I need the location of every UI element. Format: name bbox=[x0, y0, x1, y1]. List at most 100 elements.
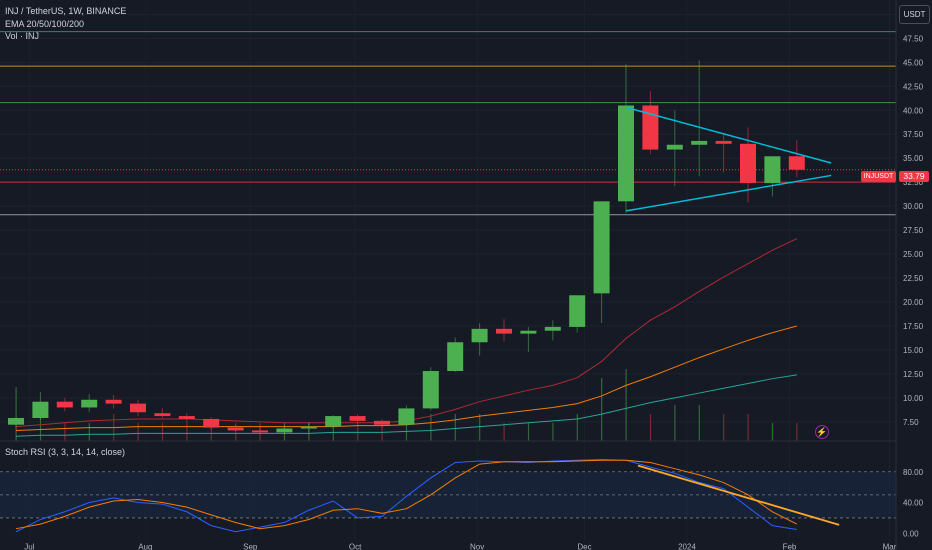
time-tick-label: Sep bbox=[243, 543, 258, 550]
candle-body bbox=[544, 326, 561, 331]
candle-body bbox=[130, 403, 146, 413]
price-tick-label: 40.00 bbox=[903, 106, 924, 115]
rsi-tick-label: 0.00 bbox=[903, 529, 919, 538]
triangle-pattern bbox=[625, 106, 832, 212]
candle-body bbox=[8, 417, 24, 425]
symbol-badge: INJUSDT bbox=[861, 171, 896, 182]
time-tick-label: Aug bbox=[138, 543, 152, 550]
symbol-legend[interactable]: INJ / TetherUS, 1W, BINANCE bbox=[5, 6, 127, 16]
price-tick-label: 12.50 bbox=[903, 370, 924, 379]
price-axis[interactable]: 50.0047.5045.0042.5040.0037.5035.0032.50… bbox=[903, 10, 924, 426]
volume-bar bbox=[88, 423, 90, 441]
candle-body bbox=[325, 416, 342, 427]
rsi-trendline bbox=[637, 464, 840, 526]
stoch-d-line bbox=[15, 459, 798, 530]
ema100-line bbox=[15, 374, 797, 437]
time-tick-label: Mar bbox=[883, 543, 897, 550]
lightning-icon[interactable]: ⚡ bbox=[815, 425, 829, 439]
volume-bar bbox=[552, 423, 554, 441]
candle-body bbox=[154, 413, 171, 417]
candle-body bbox=[398, 408, 415, 425]
rsi-tick-label: 40.00 bbox=[903, 499, 924, 508]
stoch-rsi-legend[interactable]: Stoch RSI (3, 3, 14, 14, close) bbox=[5, 447, 126, 457]
candle-body bbox=[691, 140, 708, 145]
time-axis[interactable]: Jul Aug Sep Oct Nov Dec 2024 Feb Mar bbox=[24, 543, 896, 550]
candle-body bbox=[105, 399, 122, 404]
candle-body bbox=[349, 416, 366, 421]
candle-body bbox=[56, 401, 73, 408]
candles bbox=[8, 60, 805, 435]
last-price-badge: 33.79 bbox=[899, 171, 929, 182]
volume-bar bbox=[210, 423, 212, 441]
volume-bar bbox=[796, 423, 798, 441]
time-tick-label: Dec bbox=[577, 543, 591, 550]
volume-bar bbox=[137, 423, 139, 441]
candle-body bbox=[788, 156, 805, 170]
rsi-tick-label: 80.00 bbox=[903, 468, 924, 477]
candle-body bbox=[32, 401, 49, 418]
triangle-lower-line bbox=[625, 174, 832, 212]
volume-bar bbox=[674, 405, 676, 441]
candle-body bbox=[252, 430, 268, 433]
volume-bar bbox=[723, 414, 725, 441]
stoch-rsi-pane bbox=[0, 458, 896, 533]
volume-bar bbox=[161, 423, 164, 441]
time-tick-label: Nov bbox=[470, 543, 484, 550]
price-tick-label: 45.00 bbox=[903, 58, 924, 67]
volume-bar bbox=[503, 423, 505, 441]
candle-body bbox=[276, 428, 293, 433]
price-tick-label: 32.50 bbox=[903, 178, 924, 187]
triangle-upper-line bbox=[625, 106, 832, 164]
candle-body bbox=[666, 144, 683, 150]
candle-body bbox=[715, 140, 732, 144]
volume-bar bbox=[601, 378, 603, 441]
volume-bar bbox=[527, 423, 530, 441]
volume-bar bbox=[625, 369, 627, 441]
price-tick-label: 15.00 bbox=[903, 346, 924, 355]
time-tick-label: Jul bbox=[24, 543, 34, 550]
volume-bar bbox=[235, 423, 237, 441]
candle-body bbox=[618, 105, 634, 202]
price-tick-label: 25.00 bbox=[903, 250, 924, 259]
volume-bar bbox=[698, 405, 700, 441]
ema-legend[interactable]: EMA 20/50/100/200 bbox=[5, 19, 85, 29]
price-tick-label: 35.00 bbox=[903, 154, 924, 163]
volume-bar bbox=[479, 414, 481, 441]
candle-body bbox=[520, 330, 537, 334]
volume-bar bbox=[405, 423, 408, 441]
candle-body bbox=[569, 295, 586, 327]
candle-body bbox=[740, 143, 756, 184]
candle-body bbox=[81, 399, 98, 408]
time-tick-label: 2024 bbox=[678, 543, 696, 550]
price-tick-label: 30.00 bbox=[903, 202, 924, 211]
candle-body bbox=[471, 328, 488, 343]
time-tick-label: Feb bbox=[783, 543, 797, 550]
price-tick-label: 20.00 bbox=[903, 298, 924, 307]
price-tick-label: 10.00 bbox=[903, 394, 924, 403]
candle-body bbox=[593, 201, 610, 294]
candle-body bbox=[227, 427, 244, 431]
time-tick-label: Oct bbox=[349, 543, 362, 550]
candle-body bbox=[374, 420, 390, 425]
volume-bar bbox=[186, 423, 188, 441]
grid-lines bbox=[0, 13, 896, 423]
candle-body bbox=[447, 342, 464, 372]
volume-bar bbox=[747, 414, 749, 441]
currency-button[interactable]: USDT bbox=[899, 5, 930, 24]
price-tick-label: 22.50 bbox=[903, 274, 924, 283]
volume-bar bbox=[430, 414, 432, 441]
price-tick-label: 7.50 bbox=[903, 418, 919, 427]
candle-body bbox=[642, 105, 659, 150]
volume-bar bbox=[576, 414, 578, 441]
volume-bar bbox=[771, 423, 774, 441]
candle-body bbox=[496, 328, 512, 334]
candle-body bbox=[764, 156, 781, 184]
candle-body bbox=[300, 426, 317, 429]
stoch-k-line bbox=[15, 458, 797, 533]
volume-legend[interactable]: Vol · INJ bbox=[5, 31, 40, 41]
volume-bar bbox=[649, 414, 652, 441]
candle-body bbox=[422, 371, 439, 409]
price-tick-label: 42.50 bbox=[903, 82, 924, 91]
